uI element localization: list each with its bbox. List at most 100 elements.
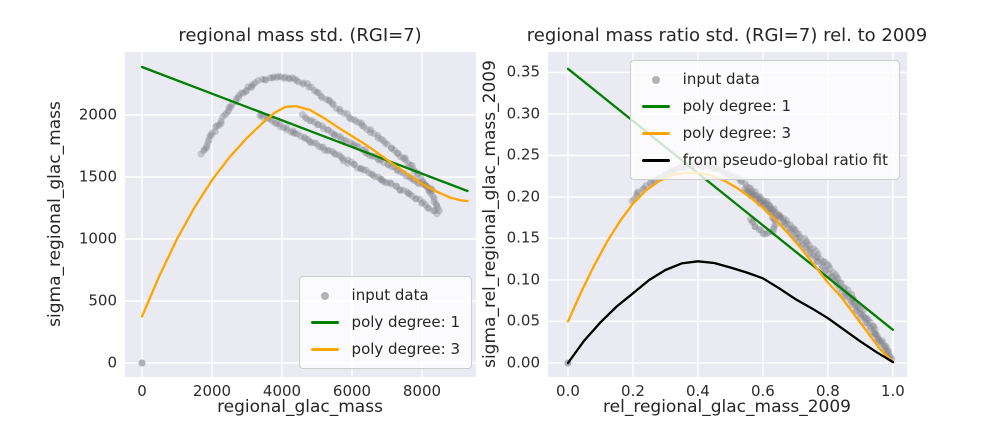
- x-tick-label: 8000: [402, 382, 442, 400]
- scatter-point: [336, 108, 344, 116]
- scatter-point: [755, 226, 763, 234]
- legend-line-swatch: [641, 159, 670, 162]
- fit-line: [140, 65, 469, 193]
- scatter-point: [775, 211, 783, 219]
- scatter-point: [779, 217, 787, 225]
- legend-line-swatch: [641, 132, 670, 135]
- scatter-point: [770, 207, 778, 215]
- x-tick-label: 4000: [262, 382, 302, 400]
- scatter-point: [875, 335, 883, 343]
- scatter-point: [751, 223, 759, 231]
- scatter-point: [770, 223, 778, 231]
- scatter-point: [882, 344, 890, 352]
- scatter-point: [795, 230, 803, 238]
- scatter-point: [288, 74, 296, 82]
- scatter-point: [872, 330, 880, 338]
- scatter-point: [809, 252, 817, 260]
- x-axis-label: regional_glac_mass: [217, 397, 383, 417]
- scatter-point: [276, 120, 284, 128]
- scatter-point: [360, 123, 368, 131]
- scatter-point: [882, 342, 890, 350]
- scatter-point: [399, 154, 407, 162]
- line-marker-icon: [641, 105, 670, 108]
- scatter-point: [749, 190, 757, 198]
- scatter-point: [323, 126, 331, 134]
- scatter-point: [268, 117, 276, 125]
- scatter-point: [834, 275, 842, 283]
- scatter-point: [819, 258, 827, 266]
- scatter-point: [215, 121, 223, 129]
- scatter-point: [330, 131, 338, 139]
- scatter-marker-icon: [642, 75, 670, 84]
- scatter-point: [235, 91, 243, 99]
- scatter-point: [766, 203, 774, 211]
- legend-label: input data: [351, 286, 429, 305]
- scatter-point: [427, 189, 435, 197]
- x-tick-label: 6000: [332, 382, 372, 400]
- y-tick-label: 1000: [78, 229, 117, 248]
- scatter-point: [432, 200, 440, 208]
- scatter-point: [408, 161, 416, 169]
- scatter-point: [762, 200, 770, 208]
- scatter-point: [339, 157, 347, 165]
- scatter-point: [355, 119, 363, 127]
- scatter-point: [322, 95, 330, 103]
- scatter-point: [381, 139, 389, 147]
- scatter-point: [377, 135, 385, 143]
- scatter-point: [880, 342, 888, 350]
- scatter-point: [430, 198, 438, 206]
- scatter-point: [329, 101, 337, 109]
- scatter-point: [319, 143, 327, 151]
- scatter-point: [290, 129, 298, 137]
- scatter-marker-icon: [311, 291, 339, 300]
- scatter-point: [807, 250, 815, 258]
- scatter-point: [769, 206, 777, 214]
- scatter-point: [805, 241, 813, 249]
- x-tick-label: 0.6: [750, 382, 775, 400]
- scatter-point: [239, 89, 247, 97]
- scatter-point: [244, 83, 252, 91]
- scatter-point: [418, 199, 426, 207]
- y-tick-label: 0.20: [506, 187, 540, 206]
- scatter-point: [866, 318, 874, 326]
- scatter-point: [806, 249, 814, 257]
- scatter-point: [307, 139, 315, 147]
- scatter-point: [854, 303, 862, 311]
- scatter-point: [869, 322, 877, 330]
- scatter-point: [388, 145, 396, 153]
- scatter-point: [401, 156, 409, 164]
- scatter-point: [759, 199, 767, 207]
- scatter-point: [313, 88, 321, 96]
- scatter-point: [352, 117, 360, 125]
- scatter-point: [861, 313, 869, 321]
- scatter-point: [211, 128, 219, 136]
- scatter-point: [371, 173, 379, 181]
- scatter-point: [347, 138, 355, 146]
- scatter-point: [197, 150, 205, 158]
- scatter-point: [406, 190, 414, 198]
- scatter-point: [767, 205, 775, 213]
- scatter-point: [802, 237, 810, 245]
- scatter-point: [212, 123, 220, 131]
- scatter-point: [786, 221, 794, 229]
- scatter-point: [813, 257, 821, 265]
- scatter-point: [306, 138, 314, 146]
- scatter-point: [391, 146, 399, 154]
- legend-line-swatch: [310, 348, 339, 351]
- scatter-point: [765, 201, 773, 209]
- scatter-point: [277, 73, 285, 81]
- legend: input data poly degree: 1 poly degree: 3: [298, 276, 472, 369]
- scatter-point: [869, 328, 877, 336]
- legend-label: input data: [682, 70, 760, 89]
- y-tick-label: 0: [107, 353, 117, 372]
- scatter-point: [741, 180, 749, 188]
- scatter-point: [857, 313, 865, 321]
- scatter-point: [248, 82, 256, 90]
- scatter-point: [417, 174, 425, 182]
- scatter-point: [357, 165, 365, 173]
- scatter-point: [790, 225, 798, 233]
- scatter-point: [313, 121, 321, 129]
- scatter-point: [783, 220, 791, 228]
- scatter-point: [328, 99, 336, 107]
- legend-item: poly degree: 1: [310, 312, 460, 333]
